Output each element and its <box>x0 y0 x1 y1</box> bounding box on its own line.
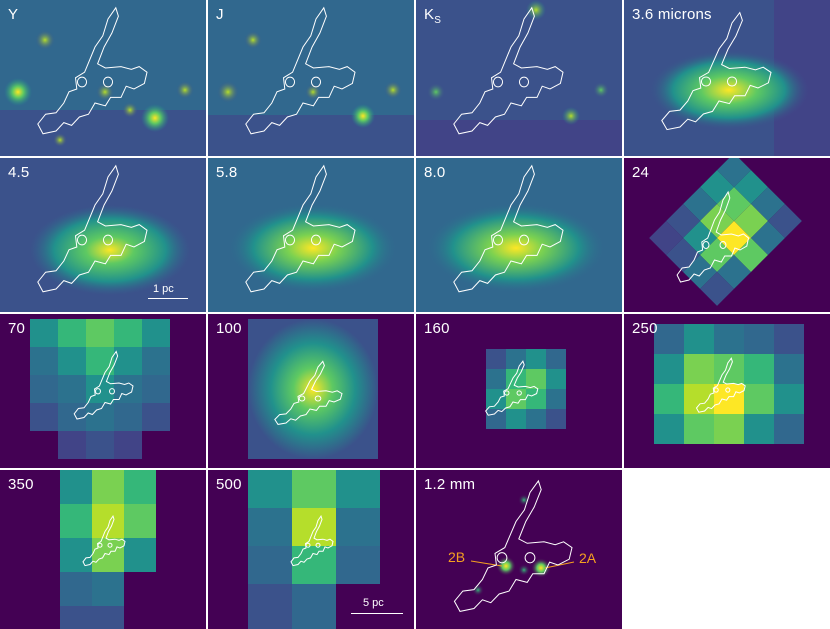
panel-100: 100 <box>208 314 414 468</box>
panel-350: 350 <box>0 470 206 629</box>
panel-4-5-image <box>0 158 206 312</box>
panel-100-label: 100 <box>216 320 242 337</box>
panel-70-image <box>0 314 206 468</box>
scalebar-5pc-label: 5 pc <box>363 597 384 609</box>
panel-5-8-label: 5.8 <box>216 164 238 181</box>
panel-3-6-image <box>624 0 830 156</box>
panel-250-label: 250 <box>632 320 658 337</box>
panel-4-5: 4.5 1 pc <box>0 158 206 312</box>
panel-8-0: 8.0 <box>416 158 622 312</box>
panel-3-6: 3.6 microns <box>624 0 830 156</box>
panel-24: 24 <box>624 158 830 312</box>
scalebar-1pc-label: 1 pc <box>153 283 174 295</box>
panel-250: 250 <box>624 314 830 468</box>
panel-4-5-label: 4.5 <box>8 164 30 181</box>
panel-j-image <box>208 0 414 156</box>
panel-8-0-label: 8.0 <box>424 164 446 181</box>
panel-160: 160 <box>416 314 622 468</box>
scalebar-1pc <box>148 298 188 299</box>
panel-70: 70 <box>0 314 206 468</box>
panel-500-label: 500 <box>216 476 242 493</box>
annotation-2b: 2B <box>448 549 466 565</box>
annotation-2a: 2A <box>579 550 597 566</box>
panel-1-2mm-label: 1.2 mm <box>424 476 476 493</box>
panel-j-label: J <box>216 6 224 23</box>
panel-250-image <box>624 314 830 468</box>
panel-160-label: 160 <box>424 320 450 337</box>
panel-ks-label: KS <box>424 6 442 26</box>
panel-3-6-label: 3.6 microns <box>632 6 712 23</box>
panel-ks-image <box>416 0 622 156</box>
panel-1-2mm: 1.2 mm 2B 2A <box>416 470 622 629</box>
panel-350-image <box>0 470 206 629</box>
panel-350-label: 350 <box>8 476 34 493</box>
scalebar-5pc <box>351 613 403 614</box>
panel-24-label: 24 <box>632 164 650 181</box>
panel-ks: KS <box>416 0 622 156</box>
panel-y-label: Y <box>8 6 19 23</box>
panel-160-image <box>416 314 622 468</box>
panel-500: 500 5 pc <box>208 470 414 629</box>
panel-y: Y <box>0 0 206 156</box>
panel-100-image <box>208 314 414 468</box>
panel-8-0-image <box>416 158 622 312</box>
panel-24-image <box>624 158 830 312</box>
panel-70-label: 70 <box>8 320 26 337</box>
panel-j: J <box>208 0 414 156</box>
panel-5-8: 5.8 <box>208 158 414 312</box>
panel-y-image <box>0 0 206 156</box>
panel-5-8-image <box>208 158 414 312</box>
